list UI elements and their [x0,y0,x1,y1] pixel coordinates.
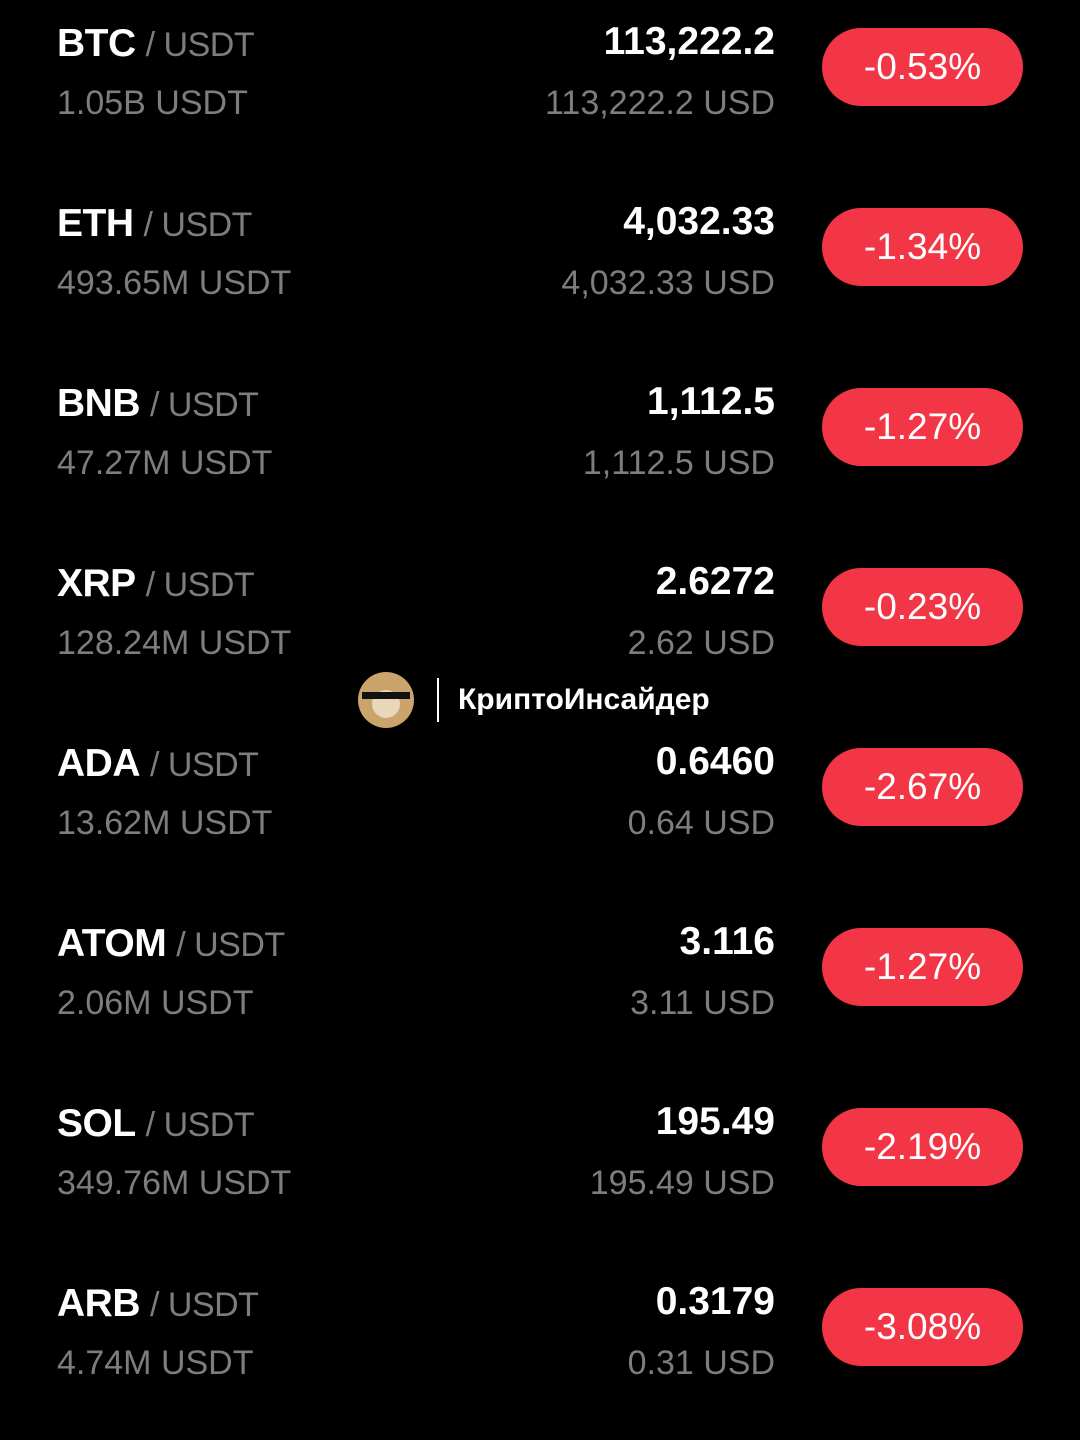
base-symbol: XRP [57,562,136,605]
pair: BTC / USDT [57,22,255,66]
volume: 1.05B USDT [57,84,248,122]
volume: 2.06M USDT [57,984,254,1022]
quote-symbol: / USDT [150,386,259,424]
pair: ATOM / USDT [57,922,285,966]
quote-symbol: / USDT [176,926,285,964]
watermark: КриптоИнсайдер [356,670,710,730]
market-row[interactable]: ARB / USDT 4.74M USDT 0.3179 0.31 USD -3.08% [0,1260,1080,1440]
market-row[interactable]: ADA / USDT 13.62M USDT 0.6460 0.64 USD -2.67% [0,720,1080,900]
volume: 4.74M USDT [57,1344,254,1382]
last-price: 0.3179 [655,1280,775,1323]
market-row[interactable]: ETH / USDT 493.65M USDT 4,032.33 4,032.33 US… [0,180,1080,360]
volume: 493.65M USDT [57,264,292,302]
base-symbol: ARB [57,1282,141,1325]
quote-symbol: / USDT [150,1286,259,1324]
price-usd: 195.49 USD [589,1164,775,1202]
logo-band [362,692,410,699]
price-usd: 0.31 USD [627,1344,775,1382]
change-badge[interactable]: -0.23% [822,568,1023,646]
pair: ETH / USDT [57,202,252,246]
base-symbol: ETH [57,202,134,245]
base-symbol: BNB [57,382,141,425]
pair: ADA / USDT [57,742,259,786]
change-badge[interactable]: -1.27% [822,928,1023,1006]
price-usd: 113,222.2 USD [545,84,775,122]
change-badge[interactable]: -0.53% [822,28,1023,106]
last-price: 2.6272 [655,560,775,603]
base-symbol: ADA [57,742,141,785]
quote-symbol: / USDT [150,746,259,784]
pair: SOL / USDT [57,1102,255,1146]
last-price: 0.6460 [655,740,775,783]
last-price: 195.49 [655,1100,775,1143]
price-usd: 4,032.33 USD [561,264,775,302]
watermark-text: КриптоИнсайдер [458,683,710,716]
volume: 349.76M USDT [57,1164,292,1202]
base-symbol: ATOM [57,922,167,965]
base-symbol: SOL [57,1102,136,1145]
screen: КриптоИнсайдер (() => { const data = JSO… [0,0,1080,1382]
watermark-logo [358,672,439,728]
base-symbol: BTC [57,22,136,65]
market-row[interactable]: ATOM / USDT 2.06M USDT 3.116 3.11 USD -1.27% [0,900,1080,1080]
change-badge[interactable]: -1.34% [822,208,1023,286]
quote-symbol: / USDT [145,1106,255,1144]
last-price: 1,112.5 [647,380,775,423]
pair: ARB / USDT [57,1282,259,1326]
volume: 13.62M USDT [57,804,273,842]
quote-symbol: / USDT [143,206,253,244]
change-badge[interactable]: -1.27% [822,388,1023,466]
pair: BNB / USDT [57,382,259,426]
last-price: 113,222.2 [603,20,775,63]
pair: XRP / USDT [57,562,255,606]
market-row[interactable]: SOL / USDT 349.76M USDT 195.49 195.49 USD -2.… [0,1080,1080,1260]
quote-symbol: / USDT [145,26,255,64]
market-row[interactable]: BNB / USDT 47.27M USDT 1,112.5 1,112.5 USD -1… [0,360,1080,540]
volume: 128.24M USDT [57,624,292,662]
market-row[interactable]: XRP / USDT 128.24M USDT 2.6272 2.62 USD -0.23… [0,540,1080,720]
last-price: 3.116 [679,920,775,963]
price-usd: 2.62 USD [627,624,775,662]
market-row[interactable]: BTC / USDT 1.05B USDT 113,222.2 113,222.2 US… [0,0,1080,180]
change-badge[interactable]: -2.67% [822,748,1023,826]
last-price: 4,032.33 [623,200,775,243]
quote-symbol: / USDT [145,566,255,604]
volume: 47.27M USDT [57,444,273,482]
change-badge[interactable]: -3.08% [822,1288,1023,1366]
price-usd: 0.64 USD [627,804,775,842]
change-badge[interactable]: -2.19% [822,1108,1023,1186]
price-usd: 1,112.5 USD [582,444,775,482]
price-usd: 3.11 USD [630,984,775,1022]
